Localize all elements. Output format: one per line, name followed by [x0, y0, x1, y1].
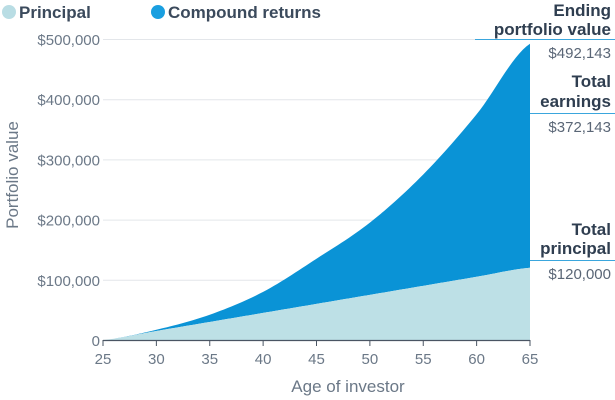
x-tick-label: 35: [201, 351, 218, 368]
x-tick-label: 30: [148, 351, 165, 368]
annotation-ending-amount: $492,143: [548, 45, 611, 62]
legend-compound-label: Compound returns: [168, 3, 321, 22]
legend: Principal Compound returns: [2, 3, 321, 22]
y-tick-label: $300,000: [37, 152, 100, 169]
compound-returns-area: [103, 43, 530, 340]
annotation-total-earnings: Total earnings $372,143: [530, 72, 615, 136]
annotation-total-principal: Total principal $120,000: [530, 220, 615, 283]
principal-area: [103, 267, 530, 340]
x-tick-label: 55: [415, 351, 432, 368]
legend-principal-swatch: [2, 5, 16, 19]
x-tick-label: 50: [362, 351, 379, 368]
y-tick-label: 0: [92, 333, 100, 350]
x-tick-label: 65: [522, 351, 539, 368]
annotation-earnings-amount: $372,143: [548, 119, 611, 136]
annotation-ending-value: Ending portfolio value $492,143: [475, 1, 615, 62]
annotation-principal-line1: Total: [572, 220, 611, 239]
x-axis-title: Age of investor: [291, 377, 405, 396]
y-tick-label: $400,000: [37, 92, 100, 109]
x-tick-label: 60: [468, 351, 485, 368]
legend-principal-label: Principal: [19, 3, 91, 22]
x-tick-label: 45: [308, 351, 325, 368]
annotation-principal-line2: principal: [540, 239, 611, 258]
annotation-earnings-line2: earnings: [540, 92, 611, 111]
annotation-earnings-line1: Total: [572, 72, 611, 91]
annotation-ending-line1: Ending: [553, 1, 611, 20]
x-tick-label: 40: [255, 351, 272, 368]
plot-areas: [103, 43, 530, 340]
y-tick-label: $100,000: [37, 273, 100, 290]
annotation-ending-line2: portfolio value: [494, 20, 611, 39]
y-tick-label: $500,000: [37, 32, 100, 49]
y-tick-labels: 0 $100,000 $200,000 $300,000 $400,000 $500,00…: [37, 32, 100, 350]
axes: [102, 339, 531, 346]
x-tick-labels: 25 30 35 40 45 50 55 60 65: [95, 351, 539, 368]
legend-compound-swatch: [151, 5, 165, 19]
annotation-principal-amount: $120,000: [548, 266, 611, 283]
y-tick-label: $200,000: [37, 213, 100, 230]
y-axis-title: Portfolio value: [3, 121, 22, 229]
x-tick-label: 25: [95, 351, 112, 368]
